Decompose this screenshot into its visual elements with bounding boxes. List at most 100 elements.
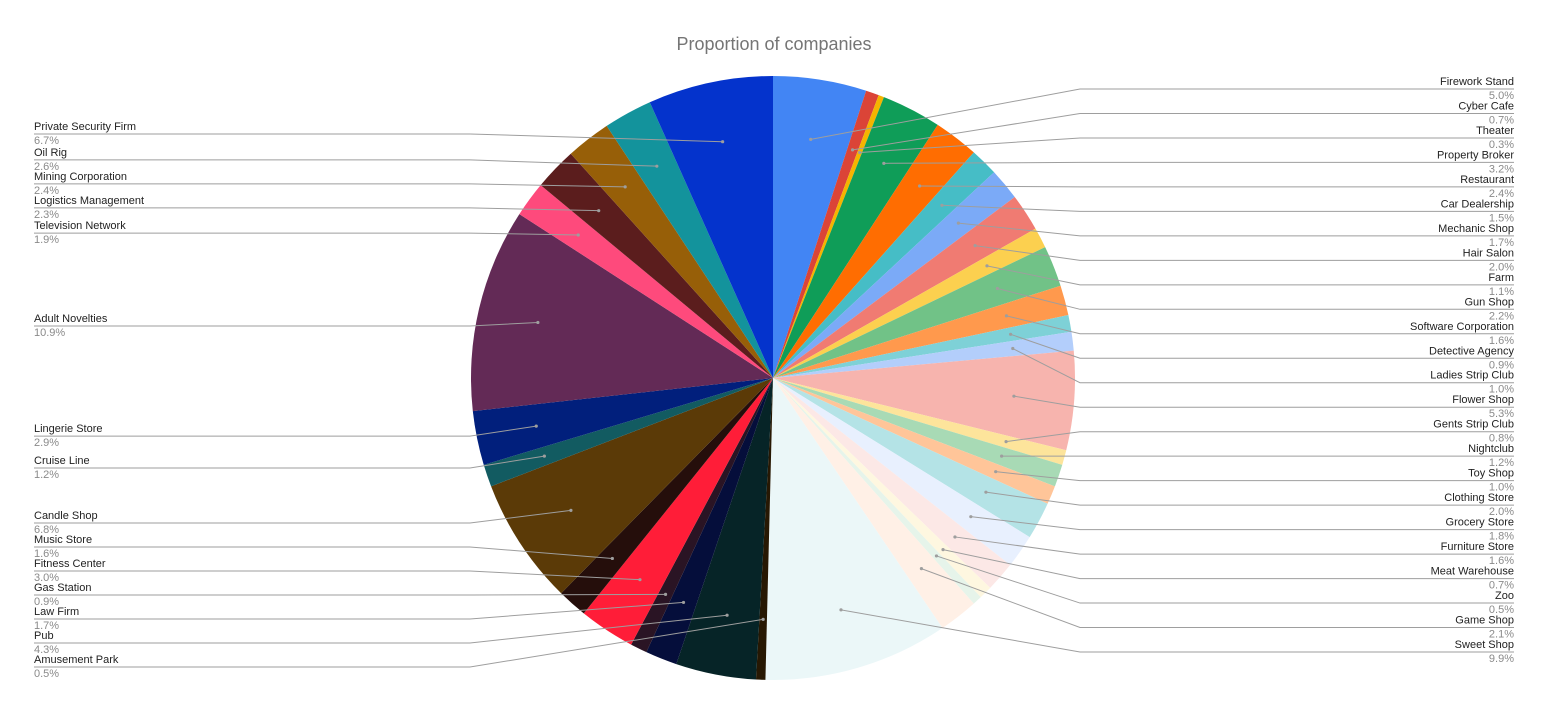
leader-line-adult-novelties [34, 321, 538, 327]
slice-pct-oil-rig: 2.6% [34, 161, 59, 173]
pie-slice-car-dealership [773, 152, 995, 378]
pie-slice-grocery-store [773, 378, 1030, 566]
leader-dot-pub [725, 613, 729, 617]
leader-line-flower-shop [1013, 395, 1514, 408]
pie-slice-mechanic-shop [773, 172, 1015, 378]
leader-dot-logistics-management [597, 209, 601, 213]
slice-label-cyber-cafe: Cyber Cafe [1458, 100, 1514, 112]
slice-pct-cyber-cafe: 0.7% [1489, 114, 1514, 126]
pie-slice-nightclub [773, 378, 1063, 487]
slice-pct-nightclub: 1.2% [1489, 457, 1514, 469]
leader-dot-candle-shop [569, 508, 573, 513]
slice-label-property-broker: Property Broker [1437, 149, 1514, 161]
slice-label-lingerie-store: Lingerie Store [34, 423, 103, 435]
leader-line-cyber-cafe [852, 112, 1514, 151]
leader-line-restaurant [919, 185, 1514, 188]
pie-slices [471, 76, 1075, 681]
slice-label-fitness-center: Fitness Center [34, 558, 106, 570]
leader-dot-car-dealership [940, 203, 944, 207]
leader-dot-fitness-center [638, 578, 642, 582]
pie-slice-amusement-park [755, 378, 773, 680]
slice-label-mining-corporation: Mining Corporation [34, 171, 127, 183]
leader-line-firework-stand [810, 88, 1514, 140]
leader-line-private-security-firm [34, 133, 723, 143]
pie-slice-theater [773, 95, 884, 378]
pie-slice-flower-shop [773, 350, 1075, 451]
pie-slice-lingerie-store [472, 378, 773, 465]
leader-line-candle-shop [34, 509, 571, 524]
slice-pct-logistics-management: 2.3% [34, 209, 59, 221]
leader-line-cruise-line [34, 455, 545, 469]
slice-pct-firework-stand: 5.0% [1489, 90, 1514, 102]
slice-pct-private-security-firm: 6.7% [34, 135, 59, 147]
pie-slice-property-broker [773, 97, 938, 378]
pie-slice-restaurant [773, 124, 974, 378]
slice-label-law-firm: Law Firm [34, 606, 79, 618]
leader-line-furniture-store [954, 536, 1514, 555]
leader-dot-restaurant [918, 184, 922, 188]
slice-pct-toy-shop: 1.0% [1489, 482, 1514, 494]
slice-label-television-network: Television Network [34, 220, 126, 232]
slice-label-oil-rig: Oil Rig [34, 147, 67, 159]
slice-pct-amusement-park: 0.5% [34, 668, 59, 680]
leader-line-fitness-center [34, 570, 640, 581]
leader-line-mechanic-shop [958, 222, 1514, 237]
slice-label-farm: Farm [1488, 272, 1514, 284]
slice-label-mechanic-shop: Mechanic Shop [1438, 223, 1514, 235]
leader-line-lingerie-store [34, 425, 537, 437]
chart-title: Proportion of companies [676, 34, 871, 54]
slice-pct-gas-station: 0.9% [34, 596, 59, 608]
slice-pct-property-broker: 3.2% [1489, 163, 1514, 175]
leader-line-logistics-management [34, 207, 599, 212]
slice-pct-pub: 4.3% [34, 644, 59, 656]
slice-label-restaurant: Restaurant [1460, 174, 1514, 186]
slice-label-nightclub: Nightclub [1468, 443, 1514, 455]
leader-line-grocery-store [970, 516, 1514, 531]
pie-slice-firework-stand [773, 76, 867, 378]
leader-line-hair-salon [975, 245, 1514, 261]
leader-line-toy-shop [995, 471, 1514, 482]
leader-dot-mining-corporation [623, 185, 627, 189]
leader-dot-amusement-park [761, 617, 765, 621]
slice-label-detective-agency: Detective Agency [1429, 345, 1514, 357]
pie-slice-music-store [561, 378, 773, 614]
slice-pct-restaurant: 2.4% [1489, 188, 1514, 200]
slice-pct-sweet-shop: 9.9% [1489, 653, 1514, 665]
slice-label-cruise-line: Cruise Line [34, 455, 90, 467]
pie-slice-furniture-store [773, 378, 1011, 588]
slice-pct-law-firm: 1.7% [34, 620, 59, 632]
pie-slice-adult-novelties [471, 214, 773, 412]
slice-pct-mining-corporation: 2.4% [34, 185, 59, 197]
leader-line-gas-station [34, 593, 666, 596]
slice-label-car-dealership: Car Dealership [1441, 198, 1514, 210]
leader-line-game-shop [921, 568, 1514, 629]
pie-slice-gun-shop [773, 247, 1061, 378]
slice-pct-zoo: 0.5% [1489, 604, 1514, 616]
leader-line-detective-agency [1010, 333, 1514, 359]
slice-label-furniture-store: Furniture Store [1441, 541, 1514, 553]
slice-pct-adult-novelties: 10.9% [34, 327, 65, 339]
leader-dot-cruise-line [542, 454, 546, 458]
slice-pct-television-network: 1.9% [34, 234, 59, 246]
leader-line-property-broker [883, 161, 1514, 164]
slice-label-theater: Theater [1476, 125, 1514, 137]
leader-line-clothing-store [985, 491, 1514, 506]
leader-dot-adult-novelties [536, 320, 540, 325]
slice-label-grocery-store: Grocery Store [1446, 517, 1514, 529]
pie-slice-software-corporation [773, 285, 1069, 378]
pie-slice-law-firm [646, 378, 773, 665]
slice-pct-detective-agency: 0.9% [1489, 359, 1514, 371]
pie-slice-meat-warehouse [773, 378, 991, 598]
pie-slice-gas-station [631, 378, 773, 653]
slice-label-software-corporation: Software Corporation [1410, 321, 1514, 333]
pie-slice-detective-agency [773, 315, 1072, 378]
slice-label-hair-salon: Hair Salon [1463, 247, 1514, 259]
pie-slice-gents-strip-club [773, 378, 1067, 465]
slice-label-gun-shop: Gun Shop [1464, 296, 1514, 308]
leader-line-meat-warehouse [942, 549, 1514, 580]
slice-pct-lingerie-store: 2.9% [34, 437, 59, 449]
leader-line-software-corporation [1006, 315, 1514, 335]
slice-label-gas-station: Gas Station [34, 582, 91, 594]
